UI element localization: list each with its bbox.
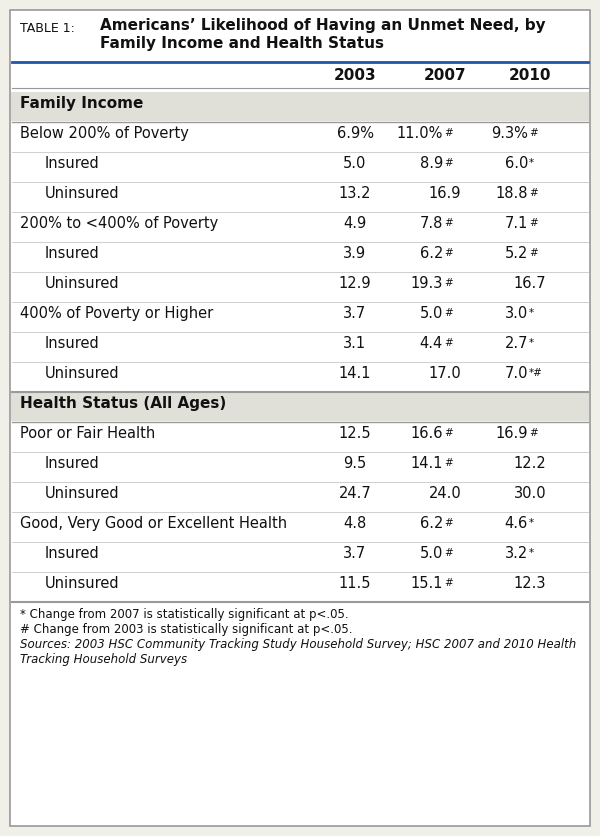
- Bar: [11, 392, 589, 421]
- Text: Sources: 2003 HSC Community Tracking Study Household Survey; HSC 2007 and 2010 H: Sources: 2003 HSC Community Tracking Stu…: [20, 638, 576, 651]
- Text: #: #: [444, 128, 453, 138]
- Text: Insured: Insured: [45, 156, 100, 171]
- Text: #: #: [529, 188, 538, 198]
- Text: Health Status (All Ages): Health Status (All Ages): [20, 396, 226, 411]
- Text: 5.0: 5.0: [343, 156, 367, 171]
- Text: 30.0: 30.0: [514, 486, 547, 501]
- Text: #: #: [444, 458, 453, 468]
- Text: Insured: Insured: [45, 456, 100, 471]
- Text: 14.1: 14.1: [410, 456, 443, 471]
- Text: Family Income: Family Income: [20, 96, 143, 111]
- Text: 400% of Poverty or Higher: 400% of Poverty or Higher: [20, 306, 213, 321]
- Text: Poor or Fair Health: Poor or Fair Health: [20, 426, 155, 441]
- Text: 18.8: 18.8: [496, 186, 528, 201]
- Text: 9.3%: 9.3%: [491, 126, 528, 141]
- Text: 16.9: 16.9: [496, 426, 528, 441]
- Text: 12.5: 12.5: [338, 426, 371, 441]
- Text: 7.8: 7.8: [419, 216, 443, 231]
- Text: *: *: [529, 308, 534, 318]
- Text: 2010: 2010: [509, 68, 551, 83]
- Text: #: #: [529, 428, 538, 438]
- Text: 5.0: 5.0: [419, 306, 443, 321]
- Text: 24.7: 24.7: [338, 486, 371, 501]
- Text: #: #: [444, 278, 453, 288]
- Text: 6.9%: 6.9%: [337, 126, 373, 141]
- Text: 7.1: 7.1: [505, 216, 528, 231]
- Text: Tracking Household Surveys: Tracking Household Surveys: [20, 653, 187, 666]
- Text: Uninsured: Uninsured: [45, 366, 119, 381]
- Text: Family Income and Health Status: Family Income and Health Status: [100, 36, 384, 51]
- Text: *: *: [529, 518, 534, 528]
- Text: #: #: [444, 158, 453, 168]
- Text: 3.7: 3.7: [343, 306, 367, 321]
- Text: 2007: 2007: [424, 68, 466, 83]
- Text: *#: *#: [529, 368, 543, 378]
- Text: #: #: [444, 548, 453, 558]
- Text: 5.0: 5.0: [419, 546, 443, 561]
- Text: Below 200% of Poverty: Below 200% of Poverty: [20, 126, 189, 141]
- Text: Insured: Insured: [45, 546, 100, 561]
- Text: #: #: [444, 578, 453, 588]
- Text: 13.2: 13.2: [339, 186, 371, 201]
- Text: Uninsured: Uninsured: [45, 186, 119, 201]
- Text: 3.1: 3.1: [343, 336, 367, 351]
- Text: #: #: [529, 218, 538, 228]
- Text: 4.4: 4.4: [420, 336, 443, 351]
- Text: Insured: Insured: [45, 246, 100, 261]
- Text: 7.0: 7.0: [505, 366, 528, 381]
- Text: Uninsured: Uninsured: [45, 276, 119, 291]
- Text: Uninsured: Uninsured: [45, 576, 119, 591]
- Text: 3.0: 3.0: [505, 306, 528, 321]
- Text: 12.9: 12.9: [338, 276, 371, 291]
- Text: Insured: Insured: [45, 336, 100, 351]
- Text: 4.6: 4.6: [505, 516, 528, 531]
- Text: 2.7: 2.7: [505, 336, 528, 351]
- Text: # Change from 2003 is statistically significant at p<.05.: # Change from 2003 is statistically sign…: [20, 623, 353, 636]
- Text: * Change from 2007 is statistically significant at p<.05.: * Change from 2007 is statistically sign…: [20, 608, 349, 621]
- Text: #: #: [529, 248, 538, 258]
- Text: *: *: [529, 158, 534, 168]
- Text: 200% to <400% of Poverty: 200% to <400% of Poverty: [20, 216, 218, 231]
- Text: 4.9: 4.9: [343, 216, 367, 231]
- Text: 15.1: 15.1: [410, 576, 443, 591]
- Text: 6.0: 6.0: [505, 156, 528, 171]
- Text: 4.8: 4.8: [343, 516, 367, 531]
- Text: 16.6: 16.6: [410, 426, 443, 441]
- Text: 17.0: 17.0: [428, 366, 461, 381]
- Text: 11.5: 11.5: [339, 576, 371, 591]
- Text: Good, Very Good or Excellent Health: Good, Very Good or Excellent Health: [20, 516, 287, 531]
- Text: Uninsured: Uninsured: [45, 486, 119, 501]
- Text: *: *: [529, 338, 534, 348]
- Text: #: #: [444, 338, 453, 348]
- Text: 6.2: 6.2: [419, 516, 443, 531]
- Text: #: #: [529, 128, 538, 138]
- Text: 3.7: 3.7: [343, 546, 367, 561]
- Text: 14.1: 14.1: [339, 366, 371, 381]
- Text: 12.3: 12.3: [514, 576, 546, 591]
- Text: #: #: [444, 428, 453, 438]
- Text: 8.9: 8.9: [420, 156, 443, 171]
- Text: #: #: [444, 308, 453, 318]
- Text: 19.3: 19.3: [410, 276, 443, 291]
- Text: 3.2: 3.2: [505, 546, 528, 561]
- Text: 9.5: 9.5: [343, 456, 367, 471]
- Text: Americans’ Likelihood of Having an Unmet Need, by: Americans’ Likelihood of Having an Unmet…: [100, 18, 545, 33]
- Text: 11.0%: 11.0%: [397, 126, 443, 141]
- Text: 3.9: 3.9: [343, 246, 367, 261]
- Text: 6.2: 6.2: [419, 246, 443, 261]
- Text: 24.0: 24.0: [428, 486, 461, 501]
- Text: #: #: [444, 518, 453, 528]
- Text: #: #: [444, 248, 453, 258]
- Text: 16.7: 16.7: [514, 276, 547, 291]
- Text: TABLE 1:: TABLE 1:: [20, 22, 75, 35]
- Text: 12.2: 12.2: [514, 456, 547, 471]
- Text: *: *: [529, 548, 534, 558]
- Text: 5.2: 5.2: [505, 246, 528, 261]
- Text: 2003: 2003: [334, 68, 376, 83]
- Text: #: #: [444, 218, 453, 228]
- Bar: [11, 92, 589, 121]
- Text: 16.9: 16.9: [429, 186, 461, 201]
